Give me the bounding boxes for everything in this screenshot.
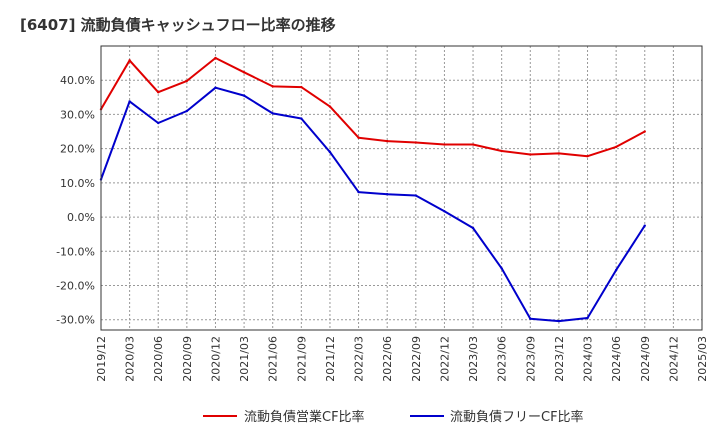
data-point bbox=[271, 112, 274, 115]
x-tick-label: 2023/09 bbox=[524, 336, 537, 382]
data-point bbox=[128, 59, 131, 62]
x-tick-label: 2019/12 bbox=[95, 336, 108, 382]
chart-title: [6407] 流動負債キャッシュフロー比率の推移 bbox=[20, 16, 336, 34]
y-tick-label: 10.0% bbox=[60, 177, 95, 190]
data-point bbox=[586, 154, 589, 158]
data-point bbox=[185, 79, 189, 83]
data-point bbox=[300, 117, 303, 120]
x-tick-label: 2021/12 bbox=[324, 336, 337, 382]
data-point bbox=[385, 139, 389, 143]
data-point bbox=[643, 130, 646, 133]
x-tick-label: 2020/12 bbox=[209, 336, 222, 382]
x-tick-label: 2024/12 bbox=[667, 336, 680, 382]
data-point bbox=[500, 267, 503, 270]
data-point bbox=[157, 90, 160, 94]
data-point bbox=[414, 141, 418, 144]
series-group bbox=[99, 56, 646, 323]
data-point bbox=[214, 56, 217, 60]
data-point bbox=[128, 100, 131, 103]
plot-frame bbox=[100, 45, 703, 331]
x-tick-label: 2023/12 bbox=[553, 336, 566, 382]
x-tick-label: 2022/06 bbox=[381, 336, 394, 382]
x-tick-label: 2021/09 bbox=[295, 336, 308, 382]
x-tick-label: 2023/06 bbox=[496, 336, 509, 382]
y-tick-label: -30.0% bbox=[56, 314, 95, 327]
grid bbox=[101, 46, 702, 330]
legend-label-operating-cf: 流動負債営業CF比率 bbox=[244, 409, 365, 425]
data-point bbox=[357, 190, 360, 194]
x-tick-label: 2025/03 bbox=[696, 336, 709, 382]
data-point bbox=[242, 71, 246, 74]
data-point bbox=[271, 85, 274, 88]
data-point bbox=[529, 317, 532, 320]
x-tick-label: 2021/03 bbox=[238, 336, 251, 382]
data-point bbox=[443, 210, 446, 213]
x-tick-label: 2024/03 bbox=[582, 336, 595, 382]
y-tick-label: -10.0% bbox=[56, 245, 95, 258]
legend: 流動負債営業CF比率 流動負債フリーCF比率 bbox=[203, 409, 584, 425]
x-tick-label: 2021/06 bbox=[267, 336, 280, 382]
data-point bbox=[328, 105, 332, 108]
data-point bbox=[643, 224, 646, 227]
y-axis: 40.0% 30.0% 20.0% 10.0% 0.0% -10.0% -20.0% -30.… bbox=[56, 74, 95, 327]
data-point bbox=[500, 149, 503, 153]
y-tick-label: 40.0% bbox=[60, 74, 95, 87]
data-point bbox=[328, 150, 332, 154]
x-tick-label: 2024/09 bbox=[639, 336, 652, 382]
data-point bbox=[586, 316, 589, 320]
y-tick-label: 20.0% bbox=[60, 143, 95, 156]
series-line-operating-cf bbox=[100, 57, 646, 158]
x-axis: 2019/12 2020/03 2020/06 2020/09 2020/12 2021/… bbox=[95, 336, 709, 382]
data-point bbox=[185, 109, 189, 113]
x-tick-label: 2022/12 bbox=[438, 336, 451, 382]
x-tick-label: 2020/09 bbox=[181, 336, 194, 382]
data-point bbox=[614, 145, 618, 149]
data-point bbox=[357, 136, 360, 139]
x-tick-label: 2020/03 bbox=[124, 336, 137, 382]
y-tick-label: 0.0% bbox=[67, 211, 95, 224]
series-line-free-cf bbox=[100, 86, 646, 323]
data-point bbox=[471, 226, 475, 230]
x-tick-label: 2022/03 bbox=[353, 336, 366, 382]
x-tick-label: 2024/06 bbox=[610, 336, 623, 382]
legend-label-free-cf: 流動負債フリーCF比率 bbox=[450, 409, 584, 425]
data-point bbox=[557, 152, 561, 155]
data-point bbox=[214, 86, 217, 89]
data-point bbox=[157, 121, 160, 125]
data-point bbox=[300, 85, 303, 89]
x-tick-label: 2023/03 bbox=[467, 336, 480, 382]
y-tick-label: 30.0% bbox=[60, 108, 95, 121]
data-point bbox=[414, 194, 418, 197]
x-tick-label: 2022/09 bbox=[410, 336, 423, 382]
x-tick-label: 2020/06 bbox=[152, 336, 165, 382]
data-point bbox=[614, 268, 618, 272]
data-point bbox=[443, 143, 446, 146]
y-tick-label: -20.0% bbox=[56, 280, 95, 293]
data-point bbox=[385, 192, 389, 196]
data-point bbox=[471, 143, 475, 146]
data-point bbox=[557, 319, 561, 323]
data-point bbox=[529, 153, 532, 156]
data-point bbox=[242, 94, 246, 97]
